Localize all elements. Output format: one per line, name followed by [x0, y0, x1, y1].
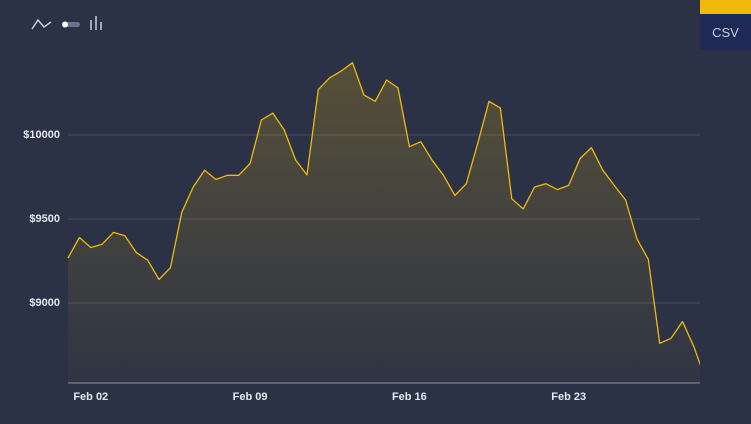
area: [68, 62, 700, 383]
toggle-knob: [62, 21, 68, 28]
chart: $9000 $9500 $10000 Feb 02 Feb 09 Feb 16 Feb 23: [23, 16, 700, 403]
line-icon[interactable]: [31, 18, 52, 30]
x-tick-label: Feb 23: [551, 391, 586, 403]
toolbar-icons: [31, 16, 102, 30]
x-tick-label: Feb 09: [233, 391, 268, 403]
y-tick-label: $10000: [23, 129, 60, 141]
x-tick-label: Feb 16: [392, 391, 427, 403]
price-line: [67, 62, 700, 366]
bar-icon[interactable]: [90, 16, 102, 30]
menu-button[interactable]: [700, 0, 751, 14]
y-tick-label: $9500: [29, 213, 60, 225]
x-tick-label: Feb 02: [73, 391, 108, 403]
y-tick-label: $9000: [29, 297, 60, 309]
csv-button[interactable]: CSV: [700, 14, 751, 50]
